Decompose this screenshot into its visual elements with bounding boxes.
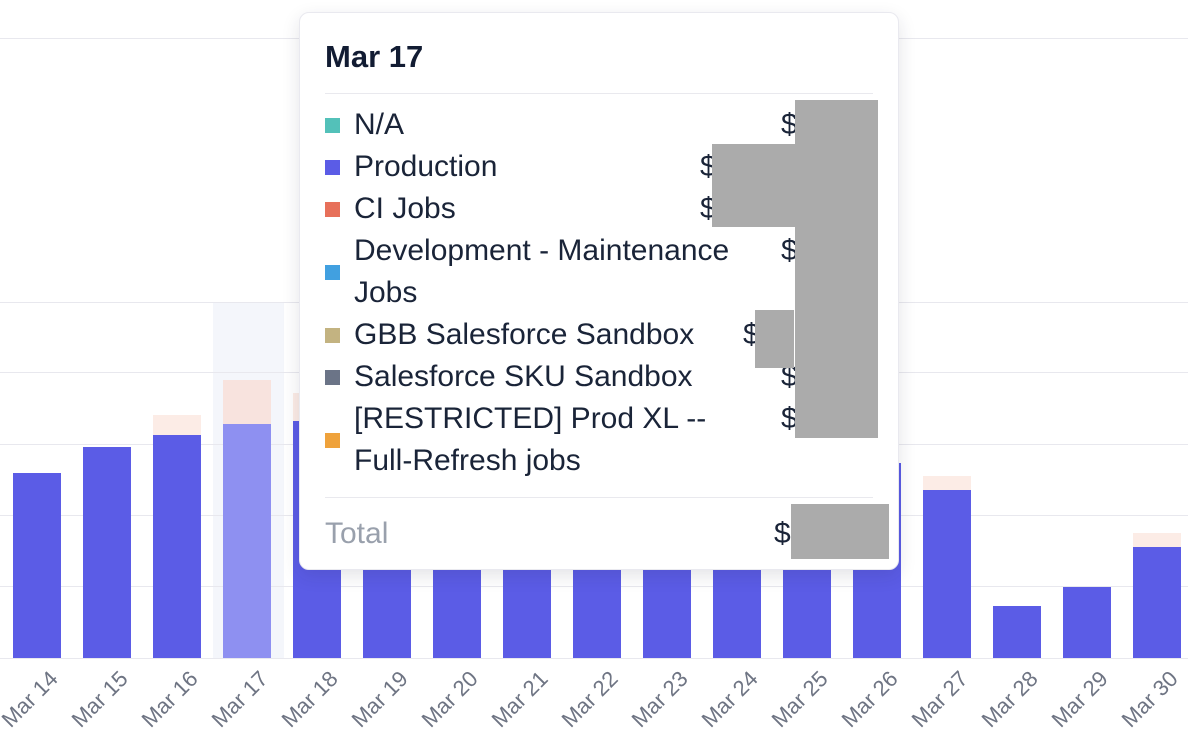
series-label: CI Jobs bbox=[354, 192, 456, 225]
tooltip-rows: N/A Production CI Jobs Development - Mai… bbox=[325, 104, 873, 482]
bar-segment-production[interactable] bbox=[993, 606, 1041, 658]
redacted-value-box bbox=[712, 144, 795, 227]
series-label: Salesforce SKU Sandbox bbox=[354, 360, 693, 393]
bar-segment-ci-jobs[interactable] bbox=[223, 380, 271, 424]
series-swatch bbox=[325, 117, 340, 133]
series-label: Production bbox=[354, 150, 498, 183]
redacted-total-box bbox=[791, 504, 889, 559]
currency-sign: $ bbox=[781, 402, 798, 435]
tooltip-row-ci-jobs: CI Jobs bbox=[325, 188, 873, 230]
bar-segment-production[interactable] bbox=[923, 490, 971, 658]
bar-segment-ci-jobs[interactable] bbox=[923, 476, 971, 490]
tooltip-total-label: Total bbox=[325, 517, 389, 550]
series-label: N/A bbox=[354, 108, 405, 141]
tooltip-row-restricted-prod-xl: [RESTRICTED] Prod XL -- Full-Refresh job… bbox=[325, 398, 873, 482]
series-label: GBB Salesforce Sandbox bbox=[354, 318, 695, 351]
currency-sign: $ bbox=[781, 360, 798, 393]
bar-segment-production[interactable] bbox=[83, 447, 131, 658]
tooltip-divider bbox=[325, 93, 873, 94]
series-swatch bbox=[325, 369, 340, 385]
tooltip-row-na: N/A bbox=[325, 104, 873, 146]
x-axis-line bbox=[0, 658, 1188, 659]
bar-segment-production[interactable] bbox=[13, 473, 61, 658]
currency-sign: $ bbox=[774, 517, 791, 550]
bar-segment-production[interactable] bbox=[223, 424, 271, 658]
chart-tooltip: Mar 17 N/A Production CI Jobs Developmen… bbox=[299, 12, 899, 570]
tooltip-title: Mar 17 bbox=[325, 39, 424, 74]
bar-segment-ci-jobs[interactable] bbox=[153, 415, 201, 435]
series-swatch bbox=[325, 264, 340, 280]
bar-segment-production[interactable] bbox=[1063, 587, 1111, 658]
redacted-value-box bbox=[795, 100, 878, 438]
redacted-value-box bbox=[755, 310, 794, 368]
series-swatch bbox=[325, 432, 340, 448]
bar-segment-ci-jobs[interactable] bbox=[1133, 533, 1181, 547]
bar-segment-production[interactable] bbox=[1133, 547, 1181, 658]
tooltip-row-sku-sandbox: Salesforce SKU Sandbox bbox=[325, 356, 873, 398]
tooltip-row-gbb-sandbox: GBB Salesforce Sandbox bbox=[325, 314, 873, 356]
tooltip-divider bbox=[325, 497, 873, 498]
series-label: Development - Maintenance Jobs bbox=[354, 234, 730, 309]
tooltip-row-development-maintenance: Development - Maintenance Jobs bbox=[325, 230, 873, 314]
currency-sign: $ bbox=[781, 108, 798, 141]
series-swatch bbox=[325, 201, 340, 217]
bar-segment-production[interactable] bbox=[153, 435, 201, 658]
tooltip-row-production: Production bbox=[325, 146, 873, 188]
series-swatch bbox=[325, 327, 340, 343]
series-label: [RESTRICTED] Prod XL -- Full-Refresh job… bbox=[354, 402, 707, 477]
series-swatch bbox=[325, 159, 340, 175]
currency-sign: $ bbox=[781, 234, 798, 267]
